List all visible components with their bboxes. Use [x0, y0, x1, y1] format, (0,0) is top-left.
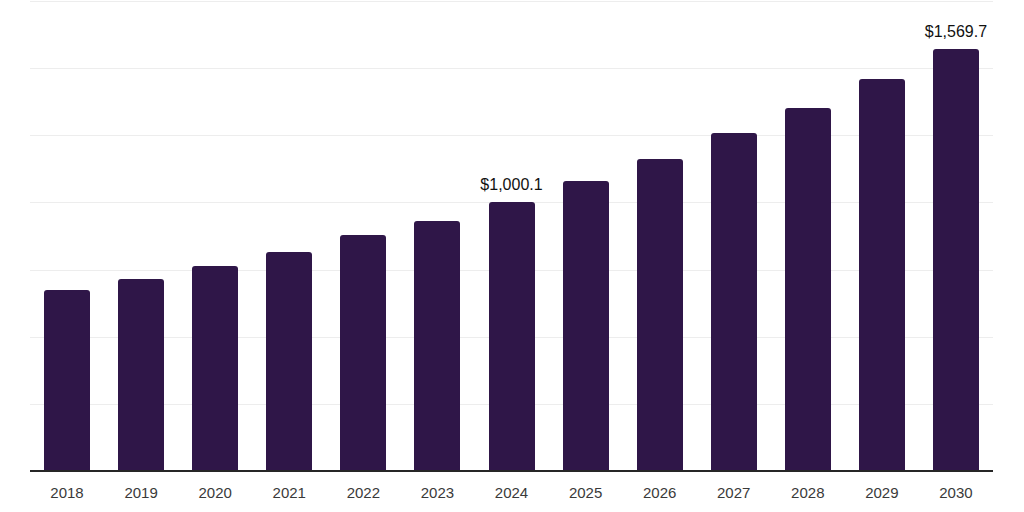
x-axis-line	[30, 470, 993, 472]
gridline-1750	[30, 1, 993, 2]
bar-2023	[414, 221, 460, 471]
x-tick-label-2020: 2020	[199, 484, 232, 502]
bar-2019	[118, 279, 164, 471]
x-tick-label-2028: 2028	[791, 484, 824, 502]
bar-chart: 2018 2019 2020 2021 2022 2023 $1,000.1 2024 2025…	[0, 0, 1024, 512]
bar-2025	[563, 181, 609, 471]
gridline-1500	[30, 68, 993, 69]
data-label-2024: $1,000.1	[480, 175, 542, 195]
x-tick-label-2024: 2024	[495, 484, 528, 502]
bar-2022	[340, 235, 386, 471]
gridline-1250	[30, 135, 993, 136]
bar-2026	[637, 159, 683, 471]
bar-2030	[933, 49, 979, 471]
bar-2021	[266, 252, 312, 471]
x-tick-label-2027: 2027	[717, 484, 750, 502]
bar-2018	[44, 290, 90, 471]
data-label-2030: $1,569.7	[925, 22, 987, 42]
x-tick-label-2018: 2018	[50, 484, 83, 502]
x-tick-label-2029: 2029	[865, 484, 898, 502]
bar-2020	[192, 266, 238, 471]
bar-2029	[859, 79, 905, 471]
x-tick-label-2019: 2019	[124, 484, 157, 502]
x-tick-label-2030: 2030	[939, 484, 972, 502]
x-tick-label-2023: 2023	[421, 484, 454, 502]
x-tick-label-2025: 2025	[569, 484, 602, 502]
x-tick-label-2026: 2026	[643, 484, 676, 502]
x-tick-label-2021: 2021	[273, 484, 306, 502]
x-tick-label-2022: 2022	[347, 484, 380, 502]
bar-2027	[711, 133, 757, 471]
bar-2028	[785, 108, 831, 471]
bar-2024	[489, 202, 535, 471]
